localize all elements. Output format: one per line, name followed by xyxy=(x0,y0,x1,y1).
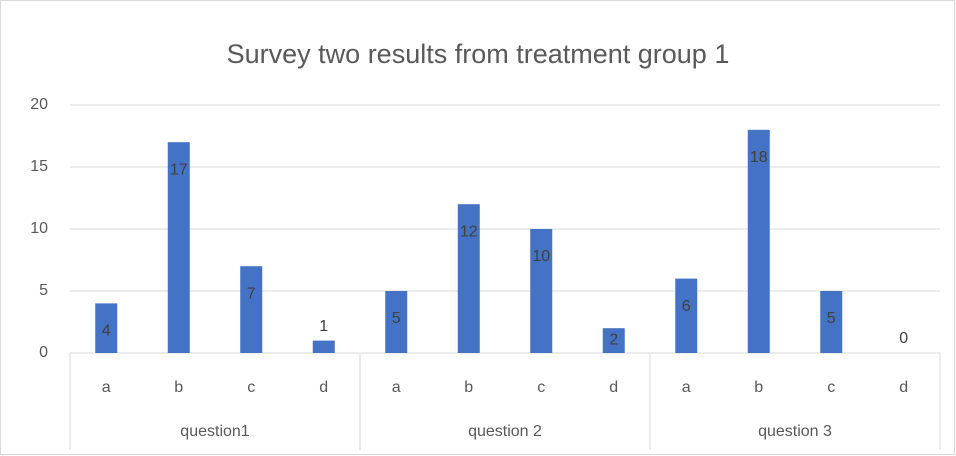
x-tick-label: c xyxy=(247,379,255,396)
x-tick-label: c xyxy=(537,379,545,396)
data-label: 1 xyxy=(319,318,328,335)
y-tick-label: 5 xyxy=(39,282,48,299)
bar xyxy=(385,291,408,353)
bar xyxy=(95,303,118,353)
x-tick-label: b xyxy=(754,379,763,396)
y-tick-label: 15 xyxy=(30,158,48,175)
y-tick-label: 0 xyxy=(39,344,48,361)
x-tick-label: a xyxy=(392,379,401,396)
x-tick-label: b xyxy=(464,379,473,396)
data-label: 10 xyxy=(532,248,550,265)
x-tick-label: a xyxy=(682,379,691,396)
group-label: question1 xyxy=(180,423,249,440)
x-tick-label: d xyxy=(609,379,618,396)
y-tick-label: 20 xyxy=(30,96,48,113)
data-label: 5 xyxy=(392,310,401,327)
data-label: 17 xyxy=(170,161,188,178)
group-label: question 3 xyxy=(758,423,832,440)
bar xyxy=(820,291,843,353)
chart-title: Survey two results from treatment group … xyxy=(227,39,730,69)
data-label: 4 xyxy=(102,323,111,340)
data-label: 6 xyxy=(682,298,691,315)
bar xyxy=(530,229,553,353)
bar xyxy=(240,266,263,353)
bar xyxy=(675,278,698,353)
x-tick-label: a xyxy=(102,379,111,396)
data-label: 0 xyxy=(899,330,908,347)
x-tick-label: c xyxy=(827,379,835,396)
y-tick-label: 10 xyxy=(30,220,48,237)
group-label: question 2 xyxy=(468,423,542,440)
x-tick-label: d xyxy=(899,379,908,396)
data-label: 2 xyxy=(609,331,618,348)
bar xyxy=(747,129,770,353)
data-label: 7 xyxy=(247,285,256,302)
bar xyxy=(457,204,480,353)
data-label: 18 xyxy=(750,149,768,166)
data-label: 5 xyxy=(827,310,836,327)
bar xyxy=(167,142,190,353)
x-tick-label: b xyxy=(174,379,183,396)
bar xyxy=(312,340,335,353)
x-tick-label: d xyxy=(319,379,328,396)
bar xyxy=(602,328,625,353)
data-label: 12 xyxy=(460,223,478,240)
